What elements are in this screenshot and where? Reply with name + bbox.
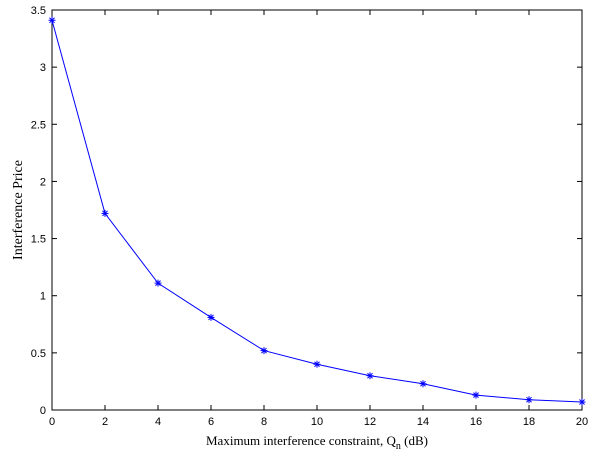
x-axis-label-main: Maximum interference constraint, Q	[206, 433, 396, 448]
x-axis-ticks: 0 2 4 6 8 10 12 14 16 18 20	[49, 10, 588, 428]
x-tick-label: 6	[208, 416, 214, 428]
data-point	[48, 16, 56, 24]
x-axis-label-suffix: (dB)	[401, 433, 428, 448]
data-point	[101, 209, 109, 217]
y-tick-label: 3.5	[31, 5, 46, 17]
data-point	[525, 396, 533, 404]
y-axis-ticks: 0 0.5 1 1.5 2 2.5 3 3.5	[31, 5, 582, 417]
x-tick-label: 2	[102, 416, 108, 428]
x-tick-label: 12	[364, 416, 376, 428]
y-tick-label: 0	[40, 405, 46, 417]
x-tick-label: 8	[261, 416, 267, 428]
y-tick-label: 1.5	[31, 234, 46, 246]
data-point	[260, 347, 268, 355]
x-axis-label: Maximum interference constraint, Qn (dB)	[206, 433, 428, 452]
x-tick-label: 20	[576, 416, 588, 428]
y-tick-label: 2.5	[31, 119, 46, 131]
data-point	[154, 279, 162, 287]
x-axis-label-subscript: n	[396, 441, 401, 452]
y-tick-label: 3	[40, 62, 46, 74]
series-markers	[48, 16, 586, 406]
y-tick-label: 0.5	[31, 348, 46, 360]
x-tick-label: 10	[311, 416, 323, 428]
data-point	[578, 398, 586, 406]
x-tick-label: 14	[417, 416, 429, 428]
data-point	[472, 391, 480, 399]
x-tick-label: 16	[470, 416, 482, 428]
x-tick-label: 0	[49, 416, 55, 428]
data-point	[313, 360, 321, 368]
data-point	[366, 372, 374, 380]
y-tick-label: 2	[40, 176, 46, 188]
y-axis-label: Interference Price	[11, 160, 26, 260]
data-point	[207, 313, 215, 321]
x-tick-label: 18	[523, 416, 535, 428]
y-tick-label: 1	[40, 291, 46, 303]
plot-area	[51, 9, 583, 411]
x-tick-label: 4	[155, 416, 161, 428]
data-point	[419, 380, 427, 388]
